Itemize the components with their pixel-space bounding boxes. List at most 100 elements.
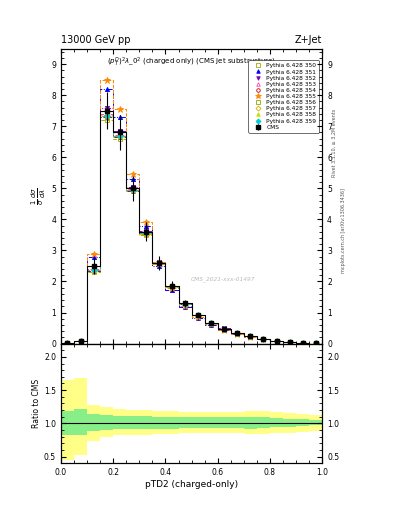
Pythia 6.428 353: [183, 300, 187, 306]
Pythia 6.428 359: [118, 133, 122, 139]
Pythia 6.428 354: [235, 330, 240, 336]
Pythia 6.428 357: [183, 301, 187, 307]
Pythia 6.428 353: [222, 326, 227, 332]
Pythia 6.428 351: [170, 287, 174, 293]
Pythia 6.428 358: [248, 333, 253, 339]
Pythia 6.428 353: [104, 111, 109, 117]
Pythia 6.428 359: [248, 333, 253, 339]
Pythia 6.428 353: [209, 320, 213, 326]
Pythia 6.428 352: [196, 312, 200, 318]
Pythia 6.428 356: [118, 133, 122, 139]
Line: Pythia 6.428 353: Pythia 6.428 353: [65, 112, 318, 346]
Pythia 6.428 354: [130, 187, 135, 194]
Pythia 6.428 357: [156, 261, 161, 267]
Pythia 6.428 359: [274, 337, 279, 344]
Pythia 6.428 352: [209, 319, 213, 326]
Pythia 6.428 358: [78, 338, 83, 344]
Pythia 6.428 354: [313, 340, 318, 347]
Pythia 6.428 351: [274, 338, 279, 344]
Pythia 6.428 356: [91, 267, 96, 273]
Pythia 6.428 359: [287, 339, 292, 345]
Pythia 6.428 351: [78, 338, 83, 344]
Pythia 6.428 355: [196, 314, 200, 320]
Pythia 6.428 353: [156, 260, 161, 266]
Pythia 6.428 350: [104, 117, 109, 123]
Pythia 6.428 358: [104, 113, 109, 119]
Pythia 6.428 351: [196, 315, 200, 321]
Pythia 6.428 352: [78, 338, 83, 344]
Pythia 6.428 351: [156, 263, 161, 269]
Text: Rivet 3.1.10, ≥ 3.2M events: Rivet 3.1.10, ≥ 3.2M events: [332, 109, 337, 178]
Pythia 6.428 351: [235, 331, 240, 337]
Pythia 6.428 353: [313, 340, 318, 347]
Pythia 6.428 354: [170, 284, 174, 290]
Pythia 6.428 356: [143, 230, 148, 236]
Pythia 6.428 358: [222, 326, 227, 332]
Pythia 6.428 357: [235, 330, 240, 336]
Text: $(p_T^D)^2\lambda\_0^2$ (charged only) (CMS jet substructure): $(p_T^D)^2\lambda\_0^2$ (charged only) (…: [107, 56, 276, 69]
Pythia 6.428 359: [209, 320, 213, 326]
Pythia 6.428 358: [65, 340, 70, 347]
Pythia 6.428 353: [300, 339, 305, 346]
Pythia 6.428 354: [248, 333, 253, 339]
Pythia 6.428 357: [170, 283, 174, 289]
Pythia 6.428 351: [65, 340, 70, 347]
Pythia 6.428 354: [65, 340, 70, 347]
Pythia 6.428 352: [261, 336, 266, 342]
Pythia 6.428 350: [235, 330, 240, 336]
Pythia 6.428 357: [130, 187, 135, 194]
Pythia 6.428 354: [118, 134, 122, 140]
Pythia 6.428 353: [118, 132, 122, 138]
Pythia 6.428 355: [130, 172, 135, 178]
Pythia 6.428 352: [143, 228, 148, 234]
Pythia 6.428 352: [183, 300, 187, 306]
Line: Pythia 6.428 350: Pythia 6.428 350: [65, 118, 318, 346]
Y-axis label: Ratio to CMS: Ratio to CMS: [32, 379, 41, 428]
Pythia 6.428 359: [235, 330, 240, 336]
Pythia 6.428 359: [300, 339, 305, 346]
Line: Pythia 6.428 358: Pythia 6.428 358: [65, 114, 318, 346]
Pythia 6.428 356: [104, 112, 109, 118]
Pythia 6.428 351: [287, 339, 292, 345]
Pythia 6.428 355: [248, 334, 253, 340]
Pythia 6.428 359: [156, 261, 161, 267]
Pythia 6.428 355: [222, 327, 227, 333]
Pythia 6.428 352: [313, 340, 318, 347]
Pythia 6.428 352: [222, 326, 227, 332]
Pythia 6.428 354: [209, 320, 213, 326]
Pythia 6.428 356: [78, 338, 83, 344]
Pythia 6.428 355: [235, 331, 240, 337]
Pythia 6.428 357: [248, 333, 253, 339]
Pythia 6.428 352: [104, 104, 109, 111]
Pythia 6.428 354: [91, 268, 96, 274]
Pythia 6.428 355: [300, 340, 305, 346]
Pythia 6.428 359: [78, 338, 83, 344]
Pythia 6.428 353: [65, 340, 70, 347]
Pythia 6.428 356: [313, 340, 318, 347]
Text: CMS_2021-xxx-01497: CMS_2021-xxx-01497: [191, 276, 255, 282]
Pythia 6.428 359: [91, 267, 96, 273]
Pythia 6.428 357: [313, 340, 318, 347]
Pythia 6.428 359: [261, 336, 266, 342]
Pythia 6.428 357: [222, 326, 227, 332]
Pythia 6.428 355: [209, 322, 213, 328]
Pythia 6.428 359: [196, 312, 200, 318]
Pythia 6.428 351: [183, 304, 187, 310]
Pythia 6.428 350: [274, 337, 279, 344]
Pythia 6.428 352: [65, 340, 70, 347]
Pythia 6.428 358: [196, 312, 200, 318]
Pythia 6.428 351: [248, 334, 253, 340]
Line: Pythia 6.428 359: Pythia 6.428 359: [65, 114, 318, 346]
Pythia 6.428 358: [91, 267, 96, 273]
Pythia 6.428 357: [104, 113, 109, 119]
Pythia 6.428 358: [170, 283, 174, 289]
Pythia 6.428 353: [235, 330, 240, 336]
Pythia 6.428 350: [183, 301, 187, 307]
Pythia 6.428 354: [222, 326, 227, 332]
Pythia 6.428 355: [170, 285, 174, 291]
Pythia 6.428 353: [130, 186, 135, 193]
Pythia 6.428 358: [156, 261, 161, 267]
Pythia 6.428 356: [222, 326, 227, 332]
Pythia 6.428 351: [143, 223, 148, 229]
Pythia 6.428 352: [118, 128, 122, 134]
